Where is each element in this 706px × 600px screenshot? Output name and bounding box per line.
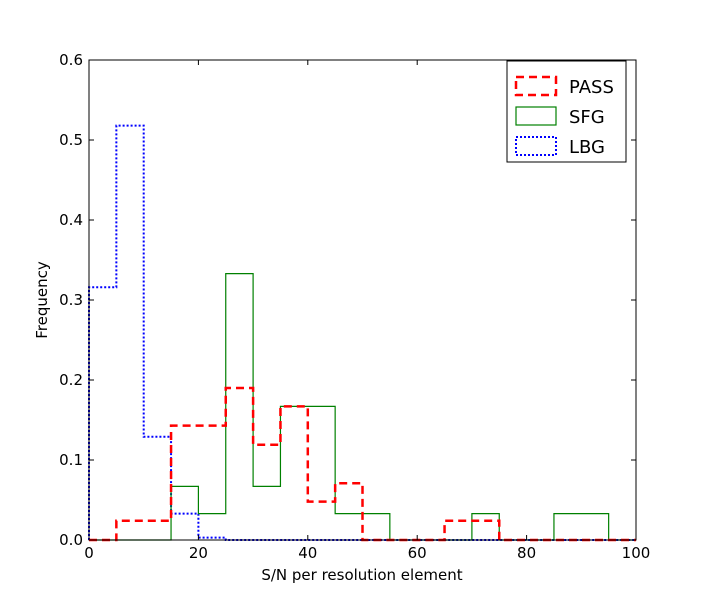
x-axis-label: S/N per resolution element [261,566,462,584]
y-tick-label: 0.1 [59,451,83,469]
x-tick-label: 20 [189,544,208,562]
ticks-layer: 0 20 40 60 80 100 0.0 0.1 0.2 0.3 0.4 0.5 0.6 [59,51,650,562]
y-tick-label: 0.2 [59,371,83,389]
y-tick-label: 0.0 [59,531,83,549]
legend-swatch-sfg [515,106,557,126]
legend-label-sfg: SFG [569,107,605,128]
x-tick-label: 100 [622,544,651,562]
x-tick-label: 0 [84,544,94,562]
y-tick-label: 0.3 [59,291,83,309]
legend-swatch-lbg [515,136,557,156]
legend-label-pass: PASS [569,77,614,98]
legend-swatch-pass [514,75,558,97]
y-tick-label: 0.6 [59,51,83,69]
x-tick-label: 60 [408,544,427,562]
y-tick-label: 0.5 [59,131,83,149]
x-tick-label: 40 [298,544,317,562]
x-tick-label: 80 [517,544,536,562]
legend: PASS SFG LBG [506,60,627,163]
series-pass-step [89,386,636,542]
legend-label-lbg: LBG [569,137,605,158]
legend-box [506,60,627,163]
y-axis-label: Frequency [33,261,51,339]
y-tick-label: 0.4 [59,211,83,229]
